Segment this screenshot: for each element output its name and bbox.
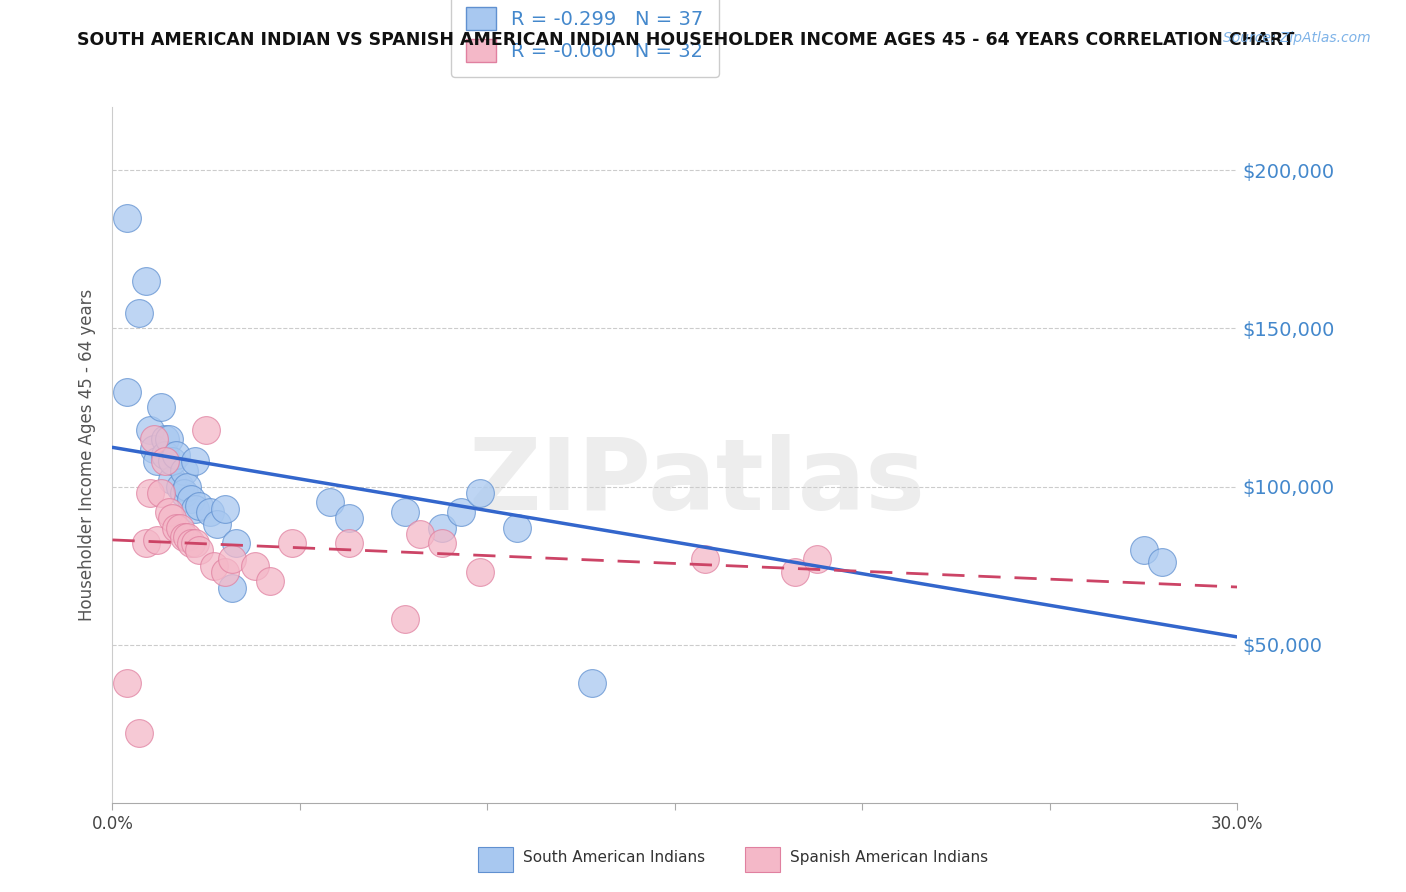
- Point: [184, 501, 207, 516]
- Point: [165, 521, 187, 535]
- Point: [187, 542, 209, 557]
- Point: [176, 530, 198, 544]
- Point: [221, 581, 243, 595]
- Point: [135, 274, 157, 288]
- Legend: R = -0.299   N = 37, R = -0.060   N = 32: R = -0.299 N = 37, R = -0.060 N = 32: [451, 0, 718, 78]
- Point: [184, 536, 207, 550]
- Point: [337, 511, 360, 525]
- Point: [142, 442, 165, 456]
- Point: [128, 305, 150, 319]
- Point: [142, 432, 165, 446]
- Point: [162, 454, 184, 468]
- Point: [693, 552, 716, 566]
- Point: [146, 454, 169, 468]
- Text: Source: ZipAtlas.com: Source: ZipAtlas.com: [1223, 31, 1371, 45]
- Point: [432, 521, 454, 535]
- Point: [128, 726, 150, 740]
- Point: [243, 558, 266, 573]
- Point: [214, 501, 236, 516]
- Point: [198, 505, 221, 519]
- Point: [195, 423, 218, 437]
- Text: SOUTH AMERICAN INDIAN VS SPANISH AMERICAN INDIAN HOUSEHOLDER INCOME AGES 45 - 64: SOUTH AMERICAN INDIAN VS SPANISH AMERICA…: [77, 31, 1295, 49]
- Text: Spanish American Indians: Spanish American Indians: [790, 850, 988, 865]
- Point: [157, 505, 180, 519]
- Point: [394, 505, 416, 519]
- Point: [319, 495, 342, 509]
- Point: [117, 384, 139, 399]
- Point: [169, 521, 191, 535]
- Point: [153, 448, 176, 462]
- Point: [468, 486, 491, 500]
- Point: [162, 473, 184, 487]
- Point: [153, 432, 176, 446]
- Point: [202, 558, 225, 573]
- Point: [150, 486, 173, 500]
- Point: [117, 211, 139, 225]
- Point: [157, 432, 180, 446]
- Point: [146, 533, 169, 548]
- Point: [225, 536, 247, 550]
- Point: [281, 536, 304, 550]
- Point: [173, 464, 195, 478]
- Point: [139, 486, 162, 500]
- Point: [187, 499, 209, 513]
- Point: [207, 517, 229, 532]
- Point: [506, 521, 529, 535]
- Point: [409, 527, 432, 541]
- Point: [783, 565, 806, 579]
- Text: South American Indians: South American Indians: [523, 850, 706, 865]
- Point: [180, 536, 202, 550]
- Point: [169, 479, 191, 493]
- Text: ZIPatlas: ZIPatlas: [470, 434, 925, 532]
- Point: [450, 505, 472, 519]
- Point: [139, 423, 162, 437]
- Point: [581, 675, 603, 690]
- Point: [1152, 556, 1174, 570]
- Point: [337, 536, 360, 550]
- Point: [153, 454, 176, 468]
- Point: [135, 536, 157, 550]
- Point: [162, 511, 184, 525]
- Point: [176, 479, 198, 493]
- Point: [165, 448, 187, 462]
- Point: [394, 612, 416, 626]
- Point: [173, 530, 195, 544]
- Point: [1132, 542, 1154, 557]
- Point: [117, 675, 139, 690]
- Point: [184, 454, 207, 468]
- Point: [806, 552, 828, 566]
- Point: [214, 565, 236, 579]
- Point: [259, 574, 281, 589]
- Point: [173, 486, 195, 500]
- Y-axis label: Householder Income Ages 45 - 64 years: Householder Income Ages 45 - 64 years: [77, 289, 96, 621]
- Point: [432, 536, 454, 550]
- Point: [468, 565, 491, 579]
- Point: [221, 552, 243, 566]
- Point: [150, 401, 173, 415]
- Point: [180, 492, 202, 507]
